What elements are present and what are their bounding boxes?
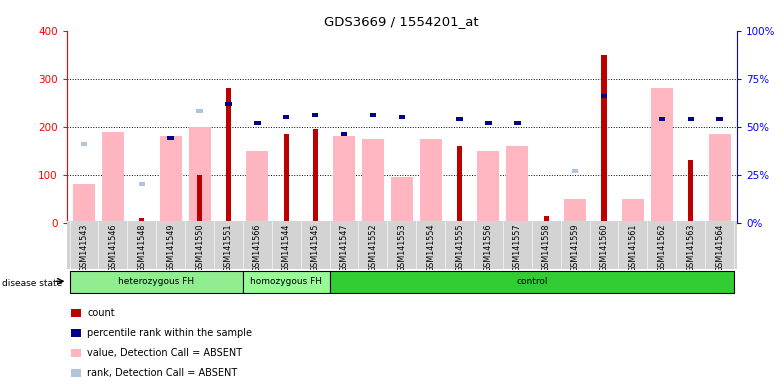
Text: GSM141543: GSM141543 [79,223,89,271]
Bar [283,115,289,119]
Text: GSM141546: GSM141546 [108,223,118,271]
Text: GSM141563: GSM141563 [686,223,695,271]
Text: heterozygous FH: heterozygous FH [118,277,194,286]
Bar [419,139,441,223]
Bar [196,109,203,113]
Bar [102,131,124,223]
Bar [506,146,528,223]
Text: GSM141551: GSM141551 [224,223,233,272]
Bar [243,271,329,293]
Bar [160,136,182,223]
Bar [70,271,243,293]
Bar [81,142,87,146]
Text: GSM141557: GSM141557 [513,223,522,272]
Bar [313,129,318,223]
Bar [189,127,211,223]
Text: GSM141560: GSM141560 [600,223,608,271]
Bar [398,115,405,119]
Text: control: control [516,277,547,286]
Bar [659,117,665,121]
Bar [564,199,586,223]
Text: GSM141564: GSM141564 [715,223,724,271]
Bar [688,161,693,223]
Bar [341,132,347,136]
Bar [139,182,145,186]
Bar [370,113,376,117]
Bar [651,88,673,223]
Bar [601,94,608,98]
Text: percentile rank within the sample: percentile rank within the sample [87,328,252,338]
Text: count: count [87,308,114,318]
Text: disease state: disease state [2,279,62,288]
Text: GSM141559: GSM141559 [571,223,579,272]
Bar [688,117,694,121]
Text: GSM141562: GSM141562 [657,223,666,272]
Text: homozygous FH: homozygous FH [250,277,322,286]
Bar [601,55,607,223]
Text: GSM141545: GSM141545 [310,223,320,272]
Text: GDS3669 / 1554201_at: GDS3669 / 1554201_at [325,15,479,28]
Bar [543,215,549,223]
Text: GSM141556: GSM141556 [484,223,493,272]
Text: GSM141549: GSM141549 [166,223,175,272]
Text: GSM141561: GSM141561 [629,223,637,271]
Bar [514,121,521,125]
Text: GSM141550: GSM141550 [195,223,204,272]
Text: GSM141544: GSM141544 [281,223,291,271]
Text: GSM141553: GSM141553 [397,223,406,272]
Bar [477,151,499,223]
Text: GSM141555: GSM141555 [455,223,464,272]
Text: rank, Detection Call = ABSENT: rank, Detection Call = ABSENT [87,368,238,378]
Text: GSM141558: GSM141558 [542,223,551,272]
Bar [485,121,492,125]
Text: GSM141548: GSM141548 [137,223,147,271]
Bar [168,136,174,140]
Bar [709,134,731,223]
Bar [140,218,144,223]
Text: GSM141552: GSM141552 [368,223,377,272]
Bar [622,199,644,223]
Text: GSM141566: GSM141566 [252,223,262,271]
Text: GSM141547: GSM141547 [339,223,349,272]
Bar [284,134,289,223]
Bar [246,151,268,223]
Bar [254,121,260,125]
Text: value, Detection Call = ABSENT: value, Detection Call = ABSENT [87,348,242,358]
Bar [572,169,579,173]
Bar [329,271,734,293]
Bar [456,117,463,121]
Bar [225,102,231,106]
Bar [717,117,723,121]
Bar [362,139,384,223]
Bar [312,113,318,117]
Text: GSM141554: GSM141554 [426,223,435,272]
Bar [73,184,95,223]
Bar [457,146,463,223]
Bar [390,177,413,223]
Bar [333,136,355,223]
Bar [226,88,231,223]
Bar [197,175,202,223]
